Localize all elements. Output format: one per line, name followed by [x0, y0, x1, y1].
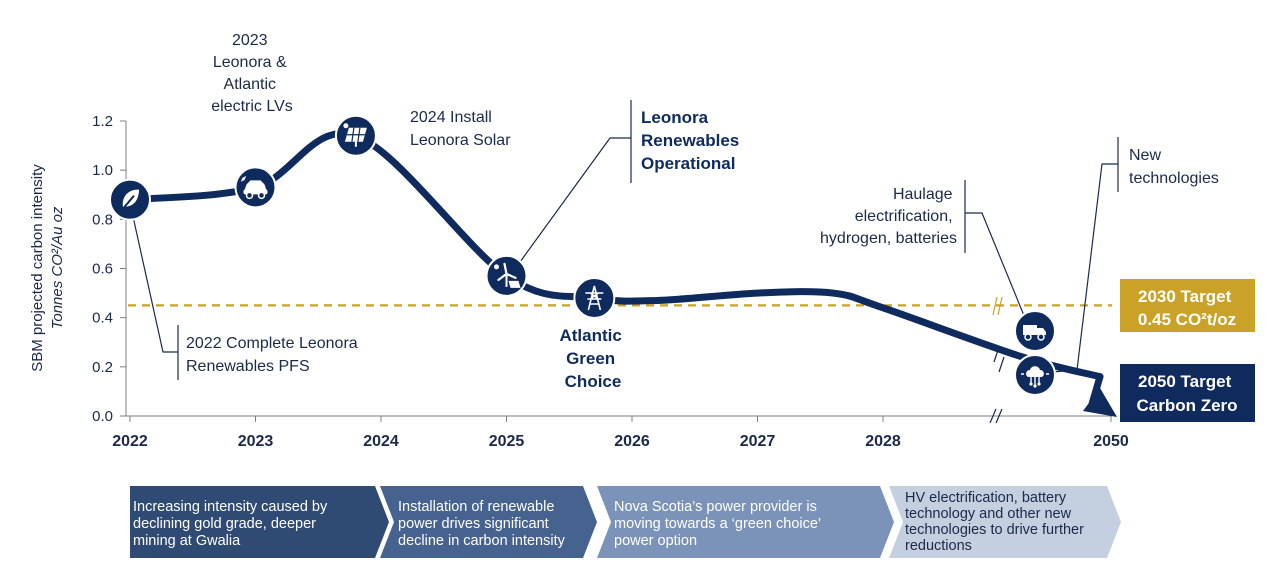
phase-1: Increasing intensity caused by declining…: [130, 486, 389, 558]
network-technology-glyph: [1021, 366, 1049, 388]
target-2030-box: 2030 Target 0.45 CO²t/oz: [1120, 279, 1255, 332]
electric-car-icon: [234, 166, 277, 209]
leaf-icon: [109, 178, 151, 221]
x-axis-break: [989, 408, 1003, 424]
x-tick-label: 2024: [363, 433, 399, 450]
renewables-annotation: Leonora Renewables Operational: [641, 108, 744, 173]
y-tick-label: 0.2: [92, 359, 113, 376]
power-pylon-icon: [573, 277, 616, 319]
phase-2: Installation of renewable power drives s…: [380, 486, 597, 558]
y-tick-label: 0.8: [92, 211, 113, 228]
svg-text:Installation of renewable: Installation of renewable power drives s…: [398, 499, 566, 549]
solar-annotation: 2024 Install Leonora Solar: [410, 109, 511, 149]
x-tick-label: 2027: [740, 433, 776, 450]
x-tick-label: 2023: [238, 433, 274, 450]
wind-solar-icon: [485, 254, 528, 297]
y-tick-label: 1.0: [92, 162, 113, 179]
phase-arrows: Increasing intensity caused by declining…: [130, 486, 1121, 558]
leaf-glyph: [122, 189, 139, 210]
green-choice-annotation: Atlantic Green Choice: [559, 326, 626, 391]
electric-car-glyph: [240, 176, 268, 200]
haulage-annotation: Haulage electrification, hydrogen, batte…: [820, 186, 957, 247]
y-axis-title: SBM projected carbon intensity: [29, 164, 46, 372]
solar-panel-icon: [334, 114, 377, 157]
lvs-annotation: 2023 Leonora & Atlantic electric LVs: [211, 32, 293, 115]
x-tick-label: 2050: [1093, 433, 1129, 450]
haul-truck-icon: [1014, 310, 1056, 352]
svg-text:HV electrification, battery: HV electrification, battery technology a…: [905, 490, 1088, 554]
phase-4: HV electrification, battery technology a…: [889, 486, 1121, 558]
pfs-leader: [129, 202, 178, 353]
newtech-leader: [1051, 163, 1118, 373]
network-technology-icon: [1014, 354, 1056, 396]
y-tick-label: 0.4: [92, 310, 113, 327]
y-tick-label: 0.0: [92, 408, 113, 425]
marker-circle: [573, 277, 616, 319]
svg-text:Increasing intensity caused by: Increasing intensity caused by declining…: [133, 499, 331, 549]
svg-text:2050 Target Carbon Zero: 2050 Target Carbon Zero: [1136, 372, 1237, 415]
x-tick-label: 2025: [489, 433, 525, 450]
new-technologies-annotation: New technologies: [1129, 147, 1219, 187]
y-axis-subtitle: Tonnes CO²/Au oz: [49, 206, 66, 329]
target-line-break: [992, 296, 1003, 316]
carbon-intensity-line: [126, 129, 1104, 381]
pfs-annotation: 2022 Complete Leonora Renewables PFS: [186, 335, 362, 375]
wind-solar-glyph: [494, 262, 521, 288]
x-tick-label: 2026: [614, 433, 650, 450]
solar-panel-glyph: [343, 123, 367, 147]
y-tick-label: 0.6: [92, 261, 113, 278]
phase-3: Nova Scotia’s power provider is moving t…: [597, 486, 894, 558]
haulage-leader: [965, 212, 1026, 319]
renewables-leader: [519, 137, 631, 263]
x-tick-label: 2022: [112, 433, 148, 450]
svg-text:2030 Target 0.45 CO²t/oz: 2030 Target 0.45 CO²t/oz: [1138, 287, 1236, 329]
x-tick-label: 2028: [865, 433, 901, 450]
y-tick-label: 1.2: [92, 113, 113, 130]
target-2050-box: 2050 Target Carbon Zero: [1120, 364, 1255, 422]
svg-text:Nova Scotia’s power provider i: Nova Scotia’s power provider is moving t…: [614, 499, 825, 549]
power-pylon-glyph: [585, 285, 604, 311]
haul-truck-glyph: [1023, 325, 1046, 341]
carbon-intensity-arrowhead: [1083, 388, 1117, 417]
